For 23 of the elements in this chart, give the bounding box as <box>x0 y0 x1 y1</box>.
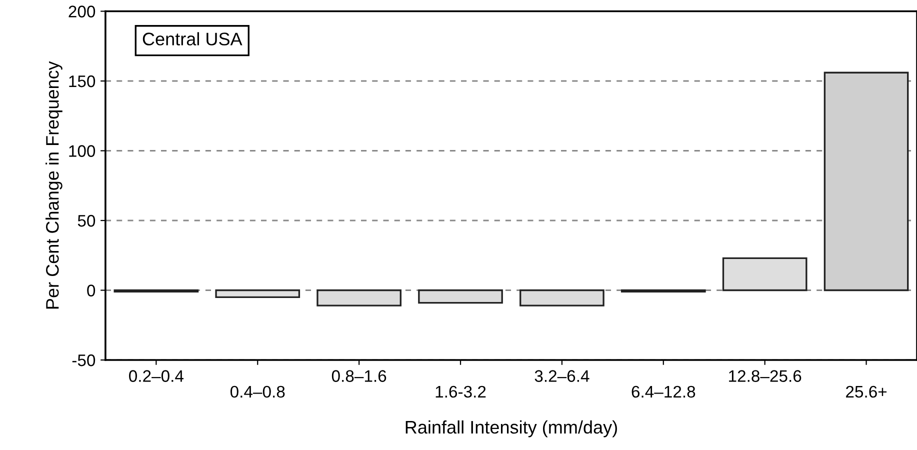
x-tick-label: 12.8–25.6 <box>729 370 802 382</box>
x-axis-title: Rainfall Intensity (mm/day) <box>406 420 617 438</box>
bar <box>520 289 604 306</box>
bar <box>316 289 402 306</box>
x-tick-label: 1.6-3.2 <box>436 386 486 398</box>
x-tick-label: 6.4–12.8 <box>632 386 696 398</box>
bar <box>824 72 909 292</box>
y-tick-label: 50 <box>78 214 96 227</box>
y-axis-title: Per Cent Change in Frequency <box>46 61 62 309</box>
x-tick-label: 3.2–6.4 <box>534 370 590 382</box>
y-tick-label: 100 <box>69 145 96 157</box>
text: Central USA <box>142 32 242 46</box>
bar <box>215 289 300 298</box>
x-tick-label: 0.4–0.8 <box>230 386 285 398</box>
y-tick-label: 150 <box>69 75 96 88</box>
bar <box>418 289 503 304</box>
bar <box>722 257 808 292</box>
y-tick-label: -50 <box>72 354 96 366</box>
x-tick-label: 25.6+ <box>846 386 887 398</box>
x-tick-label: 0.8–1.6 <box>332 370 386 382</box>
y-tick-label: 200 <box>68 6 96 18</box>
x-tick-label: 0.2–0.4 <box>129 370 184 382</box>
y-tick-label: 0 <box>87 284 96 296</box>
